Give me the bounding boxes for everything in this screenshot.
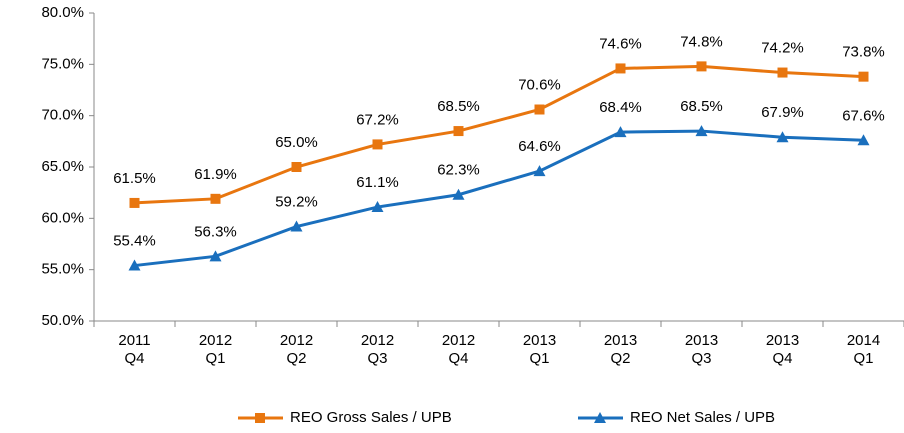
legend-label: REO Gross Sales / UPB [290,409,452,426]
series-line [134,64,864,205]
legend-marker [594,412,606,423]
data-label: 67.9% [761,104,804,121]
y-tick-label: 55.0% [41,261,84,278]
data-point [452,188,465,200]
data-point [776,131,789,143]
data-label: 68.5% [437,98,480,115]
data-label: 70.6% [518,76,561,93]
data-point [129,197,140,208]
data-point [857,134,870,146]
data-point [209,250,222,262]
data-point [615,63,626,74]
data-point [777,67,788,78]
data-point [371,201,384,213]
series-line [134,129,864,268]
data-label: 61.9% [194,166,237,183]
data-label: 59.2% [275,194,318,211]
data-label: 64.6% [518,138,561,155]
data-point [696,61,707,72]
data-label: 74.2% [761,40,804,57]
x-tick-label: 2011 Q4 [118,332,150,367]
y-tick-label: 60.0% [41,209,84,226]
x-tick-label: 2012 Q1 [199,332,232,367]
legend-label: REO Net Sales / UPB [630,409,775,426]
x-tick-label: 2012 Q3 [361,332,394,367]
y-tick-label: 50.0% [41,312,84,329]
x-tick-label: 2013 Q3 [685,332,718,367]
data-point [614,126,627,138]
data-label: 73.8% [842,44,885,61]
data-point [210,193,221,204]
y-tick-label: 70.0% [41,107,84,124]
data-label: 74.6% [599,35,642,52]
data-label: 56.3% [194,223,237,240]
data-point [695,125,708,137]
data-label: 61.5% [113,170,156,187]
data-point [858,71,869,82]
data-point [453,126,464,137]
data-label: 68.4% [599,99,642,116]
data-label: 68.5% [680,98,723,115]
x-tick-label: 2013 Q1 [523,332,556,367]
data-point [533,165,546,177]
y-tick-label: 65.0% [41,158,84,175]
data-point [372,139,383,150]
x-tick-label: 2013 Q4 [766,332,799,367]
data-label: 67.6% [842,107,885,124]
data-label: 62.3% [437,162,480,179]
y-tick-label: 80.0% [41,4,84,21]
x-tick-label: 2013 Q2 [604,332,637,367]
y-tick-label: 75.0% [41,55,84,72]
data-point [534,104,545,115]
data-point [290,220,303,232]
data-label: 55.4% [113,233,156,250]
data-label: 74.8% [680,33,723,50]
legend-marker [255,413,265,423]
x-tick-label: 2014 Q1 [847,332,880,367]
x-tick-label: 2012 Q4 [442,332,475,367]
data-point [291,162,302,172]
data-label: 61.1% [356,174,399,191]
x-tick-label: 2012 Q2 [280,332,313,367]
data-label: 65.0% [275,134,318,151]
data-point [128,259,141,271]
data-label: 67.2% [356,111,399,128]
